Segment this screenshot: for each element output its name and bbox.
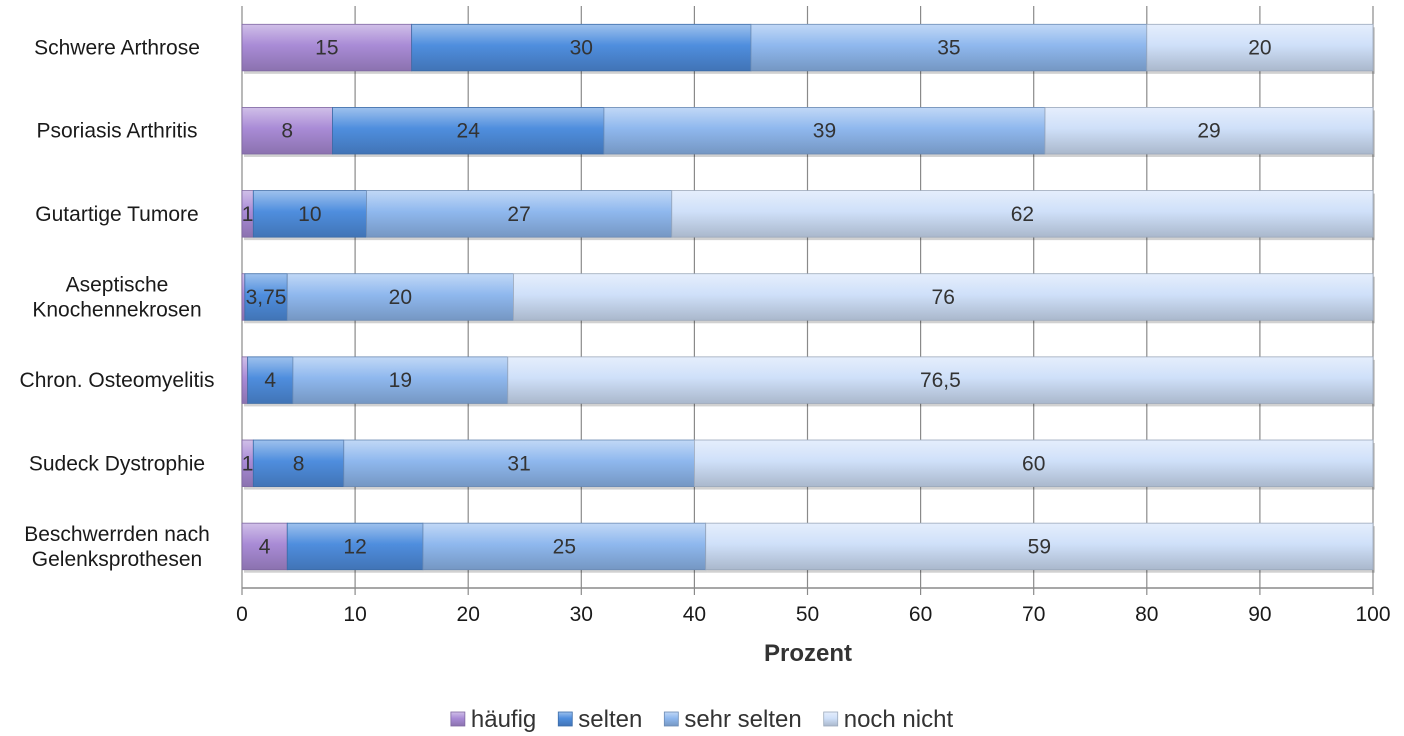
bar-segment (750, 23, 1148, 72)
category-label-line: Aseptische (66, 274, 169, 297)
data-label: 62 (1011, 203, 1034, 226)
legend-label: selten (578, 706, 642, 733)
bar-segment (241, 273, 246, 321)
legend-label: sehr selten (684, 706, 801, 733)
category-label: Gutartige Tumore (35, 203, 198, 226)
x-tick-label: 0 (236, 603, 248, 626)
data-label: 10 (298, 203, 321, 226)
data-label: 15 (315, 37, 338, 60)
category-label: Sudeck Dystrophie (29, 452, 205, 475)
x-tick-label: 100 (1355, 603, 1390, 626)
legend-swatch (823, 711, 839, 727)
category-label: Chron. Osteomyelitis (20, 369, 215, 392)
bar-segment (247, 356, 294, 404)
bar-segment (694, 439, 1374, 487)
category-labels: Schwere Arthrose Psoriasis Arthritis Gutar… (20, 37, 215, 571)
data-label: 25 (553, 535, 576, 558)
data-labels: 15 30 35 20 8 24 39 29 1 10 27 62 3,75 20 76 4 19 76,5 1 8 3… (242, 37, 1272, 559)
category-label: Psoriasis Arthritis (36, 120, 197, 143)
legend-swatch (557, 711, 573, 727)
legend-label: häufig (471, 706, 536, 733)
bar-segment (705, 522, 1374, 571)
data-label: 1 (242, 203, 254, 226)
data-label: 60 (1022, 452, 1045, 475)
data-label: 39 (813, 120, 836, 143)
data-label: 8 (281, 120, 293, 143)
category-label-line: Gelenksprothesen (32, 548, 202, 571)
category-label-line: Schwere Arthrose (34, 37, 200, 60)
x-axis-title: Prozent (764, 640, 852, 667)
bar-segment (1044, 107, 1374, 155)
data-label: 20 (389, 286, 412, 309)
category-label: Beschwerrden nach Gelenksprothesen (24, 523, 210, 571)
data-label: 4 (259, 535, 271, 558)
category-label-line: Sudeck Dystrophie (29, 452, 205, 475)
legend-label: noch nicht (844, 706, 954, 733)
data-label: 29 (1197, 120, 1220, 143)
x-tick-label: 50 (796, 603, 819, 626)
category-label-line: Beschwerrden nach (24, 523, 210, 546)
data-label: 31 (507, 452, 530, 475)
category-label: Aseptische Knochennekrosen (32, 274, 201, 322)
data-label: 19 (389, 369, 412, 392)
category-label-line: Gutartige Tumore (35, 203, 198, 226)
x-tick-label: 30 (570, 603, 593, 626)
bar-segment (241, 522, 288, 571)
data-label: 76,5 (920, 369, 961, 392)
legend-swatch (663, 711, 679, 727)
bar-segment (603, 107, 1046, 155)
data-label: 59 (1028, 535, 1051, 558)
x-tick-label: 60 (909, 603, 932, 626)
data-label: 30 (570, 37, 593, 60)
bar-segment (332, 107, 605, 155)
category-label-line: Chron. Osteomyelitis (20, 369, 215, 392)
data-label: 1 (242, 452, 254, 475)
bar-segment (343, 439, 695, 487)
category-label: Schwere Arthrose (34, 37, 200, 60)
bar-segment (286, 522, 424, 571)
bar-segment (252, 190, 367, 238)
category-label-line: Psoriasis Arthritis (36, 120, 197, 143)
data-label: 76 (932, 286, 955, 309)
x-tick-label: 90 (1248, 603, 1271, 626)
bar-segment (1146, 23, 1374, 72)
bar-segment (671, 190, 1374, 238)
bar-segment (507, 356, 1374, 404)
legend-swatch (450, 711, 466, 727)
bar-segment (411, 23, 752, 72)
data-label: 27 (507, 203, 530, 226)
x-axis: 0 10 20 30 40 50 60 70 80 90 100 (236, 587, 1391, 626)
x-tick-label: 20 (457, 603, 480, 626)
x-tick-label: 10 (343, 603, 366, 626)
bars (241, 23, 1375, 573)
data-label: 3,75 (246, 286, 287, 309)
bar-segment (292, 356, 509, 404)
x-tick-label: 70 (1022, 603, 1045, 626)
data-label: 24 (457, 120, 481, 143)
bar-segment (513, 273, 1374, 321)
data-label: 20 (1248, 37, 1271, 60)
bar-segment (252, 439, 345, 487)
x-tick-label: 80 (1135, 603, 1158, 626)
x-tick-label: 40 (683, 603, 706, 626)
data-label: 35 (937, 37, 960, 60)
bar-segment (422, 522, 707, 571)
bar-segment (366, 190, 673, 238)
bar-segment (241, 356, 249, 404)
bar-segment (244, 273, 288, 321)
data-label: 8 (293, 452, 305, 475)
data-label: 4 (264, 369, 276, 392)
legend: häufig selten sehr selten noch nicht (450, 706, 954, 733)
data-label: 12 (343, 535, 366, 558)
category-label-line: Knochennekrosen (32, 299, 201, 322)
